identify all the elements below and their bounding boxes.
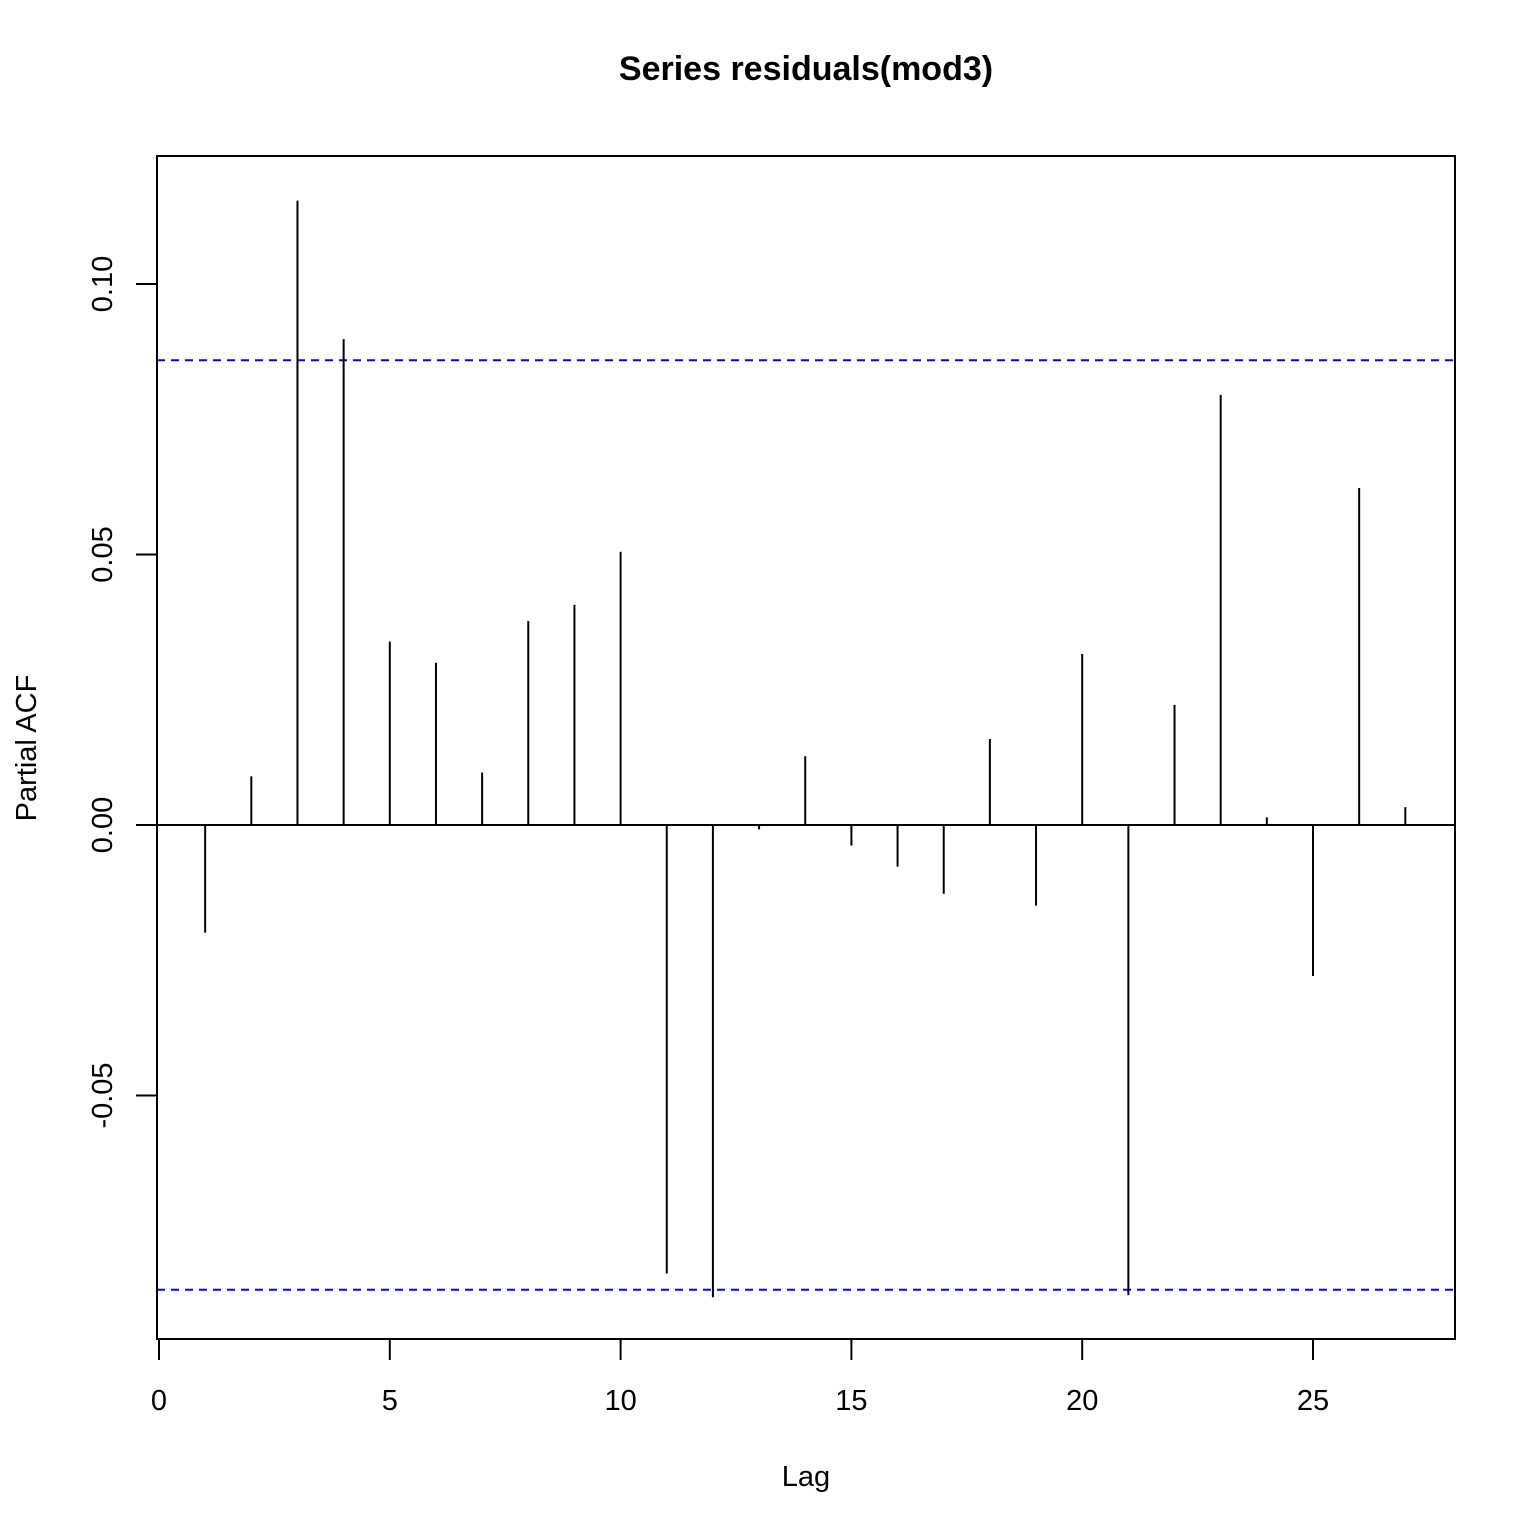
x-tick-label-15: 15 xyxy=(835,1385,867,1417)
plot-content xyxy=(157,200,1455,1298)
y-axis: -0.05 0.00 0.05 0.10 xyxy=(87,256,158,1129)
chart-title: Series residuals(mod3) xyxy=(619,50,993,88)
y-tick-label-0.10: 0.10 xyxy=(87,256,119,312)
x-tick-label-0: 0 xyxy=(151,1385,167,1417)
x-axis-label: Lag xyxy=(782,1461,830,1493)
x-tick-label-25: 25 xyxy=(1297,1385,1329,1417)
plot-frame xyxy=(156,155,1456,1340)
x-tick-label-5: 5 xyxy=(382,1385,398,1417)
y-tick-label-0.00: 0.00 xyxy=(87,797,119,853)
x-tick-label-20: 20 xyxy=(1066,1385,1098,1417)
x-tick-label-10: 10 xyxy=(604,1385,636,1417)
y-axis-label: Partial ACF xyxy=(11,675,43,822)
y-tick-label--0.05: -0.05 xyxy=(87,1062,119,1128)
y-tick-label-0.05: 0.05 xyxy=(87,526,119,582)
x-axis: 0 5 10 15 20 25 xyxy=(151,1338,1329,1417)
